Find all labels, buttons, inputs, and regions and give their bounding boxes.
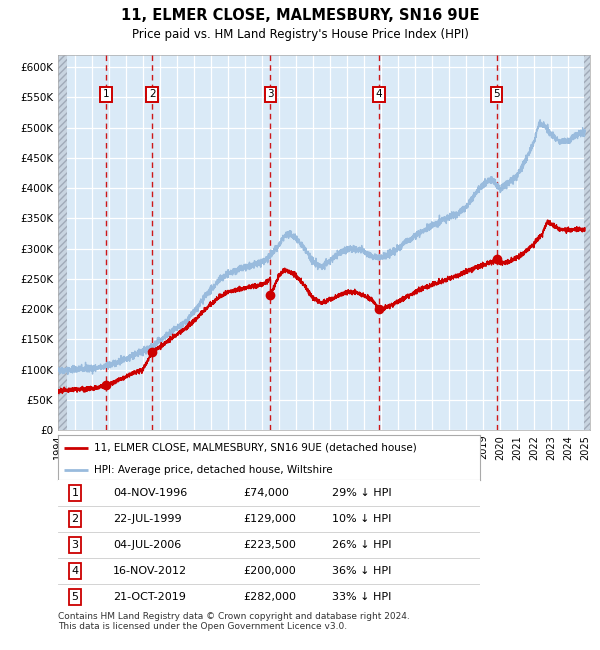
Bar (584, 55, 592, 430)
Text: 29% ↓ HPI: 29% ↓ HPI (332, 488, 392, 498)
Text: £282,000: £282,000 (244, 592, 296, 602)
Text: 04-JUL-2006: 04-JUL-2006 (113, 540, 181, 550)
Text: HPI: Average price, detached house, Wiltshire: HPI: Average price, detached house, Wilt… (94, 465, 332, 475)
Text: 4: 4 (376, 89, 382, 99)
Bar (58, 55, 67, 430)
Text: 2: 2 (71, 514, 79, 524)
Text: 04-NOV-1996: 04-NOV-1996 (113, 488, 187, 498)
Text: 1: 1 (71, 488, 79, 498)
Text: 3: 3 (71, 540, 79, 550)
Text: 21-OCT-2019: 21-OCT-2019 (113, 592, 186, 602)
Text: 2: 2 (149, 89, 155, 99)
Text: Price paid vs. HM Land Registry's House Price Index (HPI): Price paid vs. HM Land Registry's House … (131, 28, 469, 41)
Text: 22-JUL-1999: 22-JUL-1999 (113, 514, 181, 524)
Text: 3: 3 (267, 89, 274, 99)
Text: 16-NOV-2012: 16-NOV-2012 (113, 566, 187, 576)
Text: 5: 5 (493, 89, 500, 99)
Text: 4: 4 (71, 566, 79, 576)
Text: 10% ↓ HPI: 10% ↓ HPI (332, 514, 392, 524)
Text: 1: 1 (103, 89, 110, 99)
Text: 5: 5 (71, 592, 79, 602)
Text: 26% ↓ HPI: 26% ↓ HPI (332, 540, 392, 550)
Text: £129,000: £129,000 (244, 514, 296, 524)
Text: £223,500: £223,500 (244, 540, 296, 550)
Text: 36% ↓ HPI: 36% ↓ HPI (332, 566, 392, 576)
Bar (58, 55, 67, 430)
Text: £74,000: £74,000 (244, 488, 290, 498)
Bar (584, 55, 592, 430)
Text: 11, ELMER CLOSE, MALMESBURY, SN16 9UE: 11, ELMER CLOSE, MALMESBURY, SN16 9UE (121, 8, 479, 23)
Text: 11, ELMER CLOSE, MALMESBURY, SN16 9UE (detached house): 11, ELMER CLOSE, MALMESBURY, SN16 9UE (d… (94, 443, 416, 452)
Text: £200,000: £200,000 (244, 566, 296, 576)
Text: Contains HM Land Registry data © Crown copyright and database right 2024.
This d: Contains HM Land Registry data © Crown c… (58, 612, 410, 631)
Text: 33% ↓ HPI: 33% ↓ HPI (332, 592, 392, 602)
